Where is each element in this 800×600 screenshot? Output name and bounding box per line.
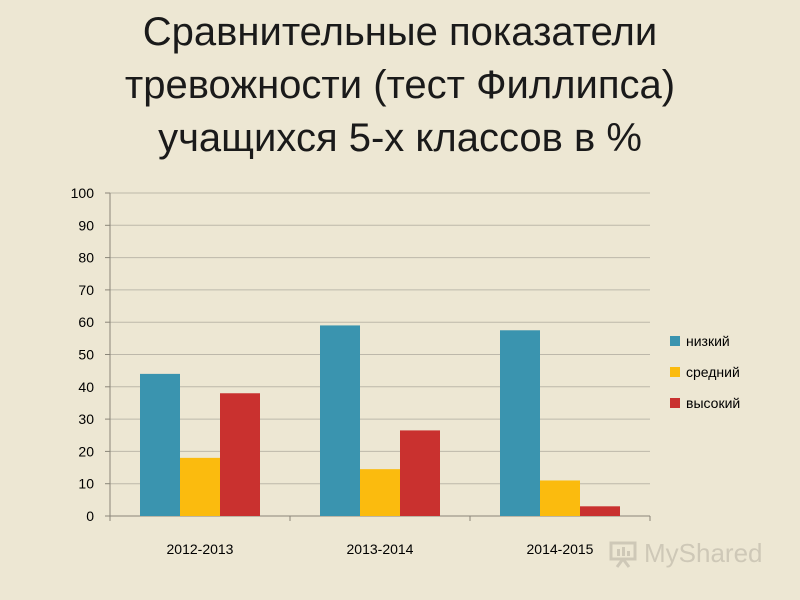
bar — [540, 480, 580, 516]
y-tick-label: 40 — [78, 379, 94, 395]
legend-label: низкий — [686, 333, 730, 349]
bar — [360, 469, 400, 516]
bar — [180, 457, 220, 516]
watermark-text: MyShared — [644, 538, 763, 568]
y-tick-label: 60 — [78, 314, 94, 330]
legend-swatch — [670, 336, 680, 346]
x-tick-label: 2013-2014 — [347, 541, 414, 557]
title-line-2: тревожности (тест Филлипса) — [124, 63, 676, 107]
title-line-3: учащихся 5-х классов в % — [158, 116, 642, 160]
bar — [400, 430, 440, 516]
y-tick-label: 80 — [78, 250, 94, 266]
x-tick-label: 2014-2015 — [527, 541, 594, 557]
y-tick-label: 100 — [71, 185, 95, 201]
bar — [220, 393, 260, 516]
legend-swatch — [670, 398, 680, 408]
y-tick-label: 0 — [86, 508, 94, 524]
y-tick-label: 30 — [78, 411, 94, 427]
bar — [320, 325, 360, 516]
chart-title: Сравнительные показатели тревожности (те… — [0, 6, 800, 165]
y-tick-label: 50 — [78, 347, 94, 363]
legend-label: высокий — [686, 395, 740, 411]
bar — [140, 373, 180, 516]
watermark: MyShared — [608, 538, 763, 569]
x-tick-label: 2012-2013 — [167, 541, 234, 557]
y-tick-label: 20 — [78, 443, 94, 459]
bar — [580, 506, 620, 516]
presentation-board-icon — [609, 541, 637, 568]
title-line-1: Сравнительные показатели — [142, 10, 658, 54]
y-tick-label: 10 — [78, 476, 94, 492]
bar — [500, 330, 540, 516]
legend-label: средний — [686, 364, 740, 380]
y-tick-label: 70 — [78, 282, 94, 298]
legend-swatch — [670, 367, 680, 377]
y-tick-label: 90 — [78, 217, 94, 233]
